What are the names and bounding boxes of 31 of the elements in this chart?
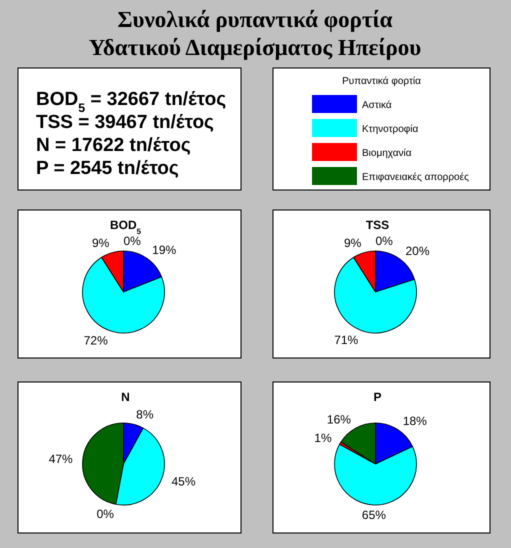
text: N = 17622 tn/έτος xyxy=(36,135,191,156)
data-label: 19% xyxy=(152,242,177,257)
legend-title: Ρυπαντικά φορτία xyxy=(342,76,422,87)
data-label: 18% xyxy=(402,414,428,428)
text: Συνολικά ρυπαντικά φορτία xyxy=(118,7,393,32)
text: BOD$_{5}$ = 32667 tn/έτος xyxy=(36,89,226,115)
data-label: 8% xyxy=(136,408,154,422)
chart-title: N xyxy=(121,390,130,404)
text: Υδατικού Διαμερίσματος Ηπείρου xyxy=(88,35,422,60)
text: P = 2545 tn/έτος xyxy=(36,158,179,179)
data-label: 9% xyxy=(92,236,110,250)
data-label: 71% xyxy=(334,332,359,347)
data-label: 1% xyxy=(314,431,332,446)
text: 0% xyxy=(96,507,114,522)
data-label: 20% xyxy=(405,244,430,258)
legend-label: Αστικά xyxy=(362,100,392,111)
text: 0% xyxy=(376,234,393,248)
data-label: 16% xyxy=(326,412,352,426)
legend-label: Βιομηχανία xyxy=(362,148,412,159)
data-label: 45% xyxy=(171,474,196,488)
data-label: 72% xyxy=(84,334,108,348)
text: 0% xyxy=(124,234,141,248)
legend-label: Κτηνοτροφία xyxy=(362,124,419,135)
data-label: 65% xyxy=(362,508,386,522)
chart-title: TSS xyxy=(366,218,390,232)
data-label: 9% xyxy=(344,236,362,250)
chart-title: P xyxy=(373,390,382,404)
legend-label: Επιφανειακές απορροές xyxy=(362,172,470,183)
text: BOD$_{5}$ xyxy=(110,218,142,236)
text: TSS = 39467 tn/έτος xyxy=(36,112,214,133)
data-label: 47% xyxy=(48,452,74,466)
